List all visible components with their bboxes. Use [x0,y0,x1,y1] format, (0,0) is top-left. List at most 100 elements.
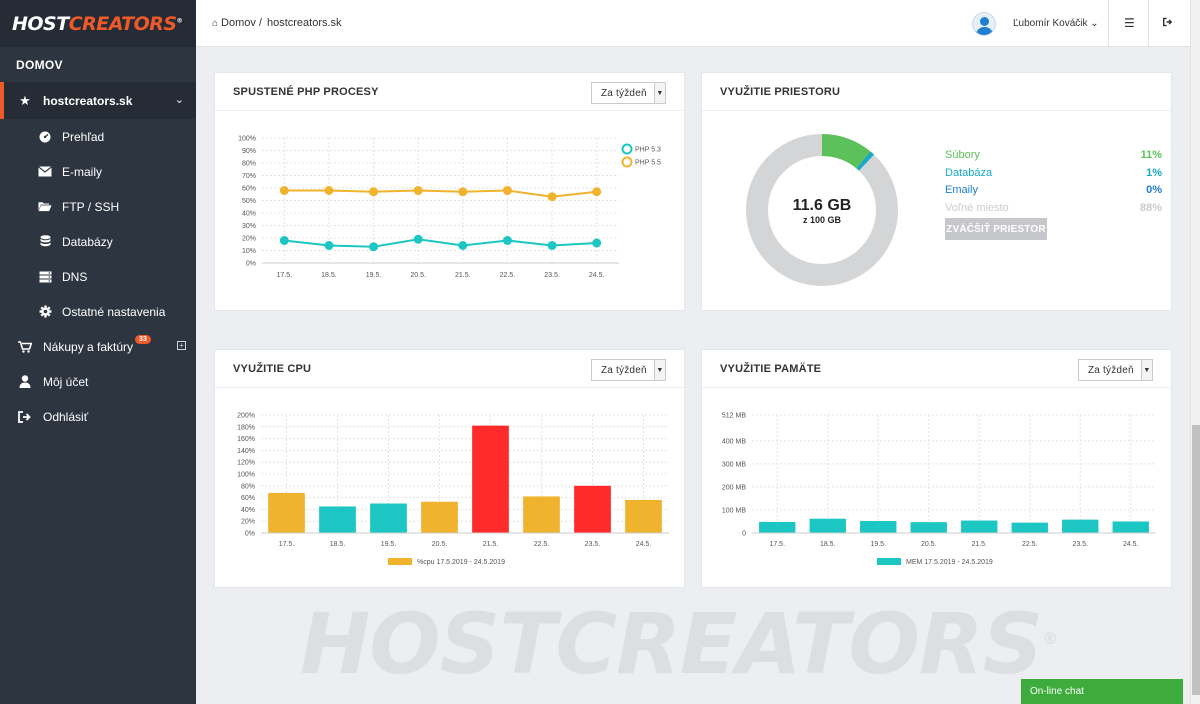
period-select-value: Za týždeň [1088,364,1134,376]
data-point[interactable] [324,186,334,195]
storage-total: z 100 GB [802,215,842,225]
data-point[interactable] [458,241,468,250]
chevron-down-icon: ⌄ [174,94,184,106]
sidebar-subitem-0[interactable]: Prehľad [0,119,196,154]
storage-card: VYUŽITIE PRIESTORU 11.6 GB z 100 GB Súbo… [701,72,1172,311]
x-tick-label: 20.5. [432,541,448,548]
data-point[interactable] [592,187,602,197]
card-title: VYUŽITIE PRIESTORU [720,85,841,98]
sidebar-subitem-3[interactable]: Databázy [0,224,196,259]
data-point[interactable] [369,187,379,197]
bar[interactable] [268,492,305,533]
bar[interactable] [809,518,846,533]
data-point[interactable] [502,186,512,195]
bar[interactable] [1112,521,1149,533]
bar[interactable] [472,425,509,533]
watermark-logo: HOSTCREATORS® [300,595,1058,693]
period-select[interactable]: Za týždeň ▼ [1078,359,1153,381]
period-select[interactable]: Za týždeň ▼ [591,82,666,104]
sidebar-item-domain[interactable]: ★ hostcreators.sk ⌄ [0,82,196,119]
expand-plus-icon[interactable]: + [177,341,186,350]
y-tick-label: 180% [237,424,255,431]
x-tick-label: 23.5. [585,541,601,548]
sidebar: HOSTCREATORS® DOMOV ★ hostcreators.sk ⌄ … [0,0,196,704]
y-tick-label: 200 MB [722,484,746,491]
bar[interactable] [574,485,611,533]
sidebar-subitem-5[interactable]: Ostatné nastavenia [0,294,196,329]
user-name: Ľubomír Kováčik [1013,18,1088,29]
x-tick-label: 18.5. [330,541,346,548]
bar[interactable] [370,503,407,534]
page-scrollbar[interactable] [1190,0,1200,704]
user-menu[interactable]: Ľubomír Kováčik ⌄ [1013,18,1099,29]
upgrade-storage-button[interactable]: ZVÄČŠIŤ PRIESTOR [945,218,1047,240]
sign-out-icon[interactable] [1163,16,1173,30]
star-icon: ★ [19,92,31,108]
data-point[interactable] [324,241,334,250]
y-tick-label: 100% [238,136,256,143]
sidebar-item-label: Ostatné nastavenia [62,304,166,319]
sidebar-subitem-1[interactable]: E-maily [0,154,196,189]
storage-used: 11.6 GB [792,197,852,214]
legend-marker [877,558,901,565]
envelope-icon [38,166,52,177]
y-tick-label: 160% [237,436,255,443]
storage-row-label: Databáza [945,166,993,179]
avatar[interactable] [972,12,996,36]
sidebar-item-logout[interactable]: Odhlásiť [0,399,196,434]
y-tick-label: 60% [241,495,255,502]
bar[interactable] [910,522,947,533]
x-tick-label: 24.5. [589,272,605,279]
y-tick-label: 100% [237,472,255,479]
data-point[interactable] [279,236,289,245]
bar[interactable] [523,496,560,533]
storage-row-value: 11% [1140,149,1162,161]
y-tick-label: 50% [242,198,256,205]
x-tick-label: 19.5. [381,541,397,548]
scrollbar-thumb[interactable] [1192,425,1200,695]
period-select-value: Za týždeň [601,364,647,376]
data-point[interactable] [413,234,423,244]
x-tick-label: 18.5. [820,541,836,548]
x-tick-label: 21.5. [483,541,499,548]
sidebar-section-home[interactable]: DOMOV [16,57,63,72]
data-point[interactable] [369,242,379,252]
online-chat-button[interactable]: On-line chat [1021,679,1183,704]
y-tick-label: 80% [241,483,255,490]
data-point[interactable] [413,186,423,195]
bar[interactable] [759,521,796,533]
menu-icon[interactable]: ☰ [1124,16,1135,30]
sidebar-subitem-2[interactable]: FTP / SSH [0,189,196,224]
storage-row-value: 1% [1146,166,1162,179]
storage-row: Súbory 11% [945,149,1162,161]
dashboard-icon [38,131,52,143]
data-point[interactable] [592,238,602,248]
period-select[interactable]: Za týždeň ▼ [591,359,666,381]
bar[interactable] [961,520,998,533]
bar[interactable] [860,521,897,533]
sidebar-item-purchases[interactable]: Nákupy a faktúry 33 + [0,329,196,364]
data-point[interactable] [502,236,512,245]
x-tick-label: 23.5. [1072,541,1088,548]
bar[interactable] [319,506,356,533]
sidebar-item-account[interactable]: Môj účet [0,364,196,399]
bar[interactable] [625,499,662,533]
breadcrumb-home[interactable]: Domov [221,17,256,29]
x-tick-label: 20.5. [410,272,426,279]
data-point[interactable] [547,241,557,250]
card-title: SPUSTENÉ PHP PROCESY [233,85,379,98]
bar[interactable] [421,501,458,533]
data-point[interactable] [547,192,557,202]
legend-label: %cpu 17.5.2019 - 24.5.2019 [417,559,505,566]
logo[interactable]: HOSTCREATORS® [0,0,196,47]
x-tick-label: 22.5. [534,541,550,548]
chevron-down-icon: ▼ [1141,360,1152,380]
sidebar-subitem-4[interactable]: DNS [0,259,196,294]
breadcrumb-separator: / [258,17,262,29]
y-tick-label: 140% [237,448,255,455]
data-point[interactable] [279,186,289,195]
bar[interactable] [1062,519,1099,533]
data-point[interactable] [458,187,468,197]
y-tick-label: 20% [242,236,256,243]
bar[interactable] [1011,522,1048,533]
